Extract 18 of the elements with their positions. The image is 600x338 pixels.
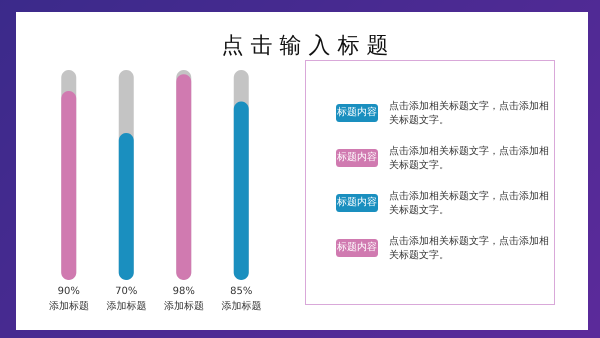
x-tick-label: 添加标题 xyxy=(164,300,204,312)
chart-title: 点 击 输 入 标 题 xyxy=(222,34,388,58)
category-label: 标题内容 xyxy=(336,194,378,212)
category-label: 标题内容 xyxy=(336,104,378,122)
x-tick-label: 添加标题 xyxy=(106,300,146,312)
text: 点击添加相关标题文字，点击添加相关标题文字。 xyxy=(389,235,550,263)
category-label: 标题内容 xyxy=(336,239,378,257)
data-label: 98% xyxy=(172,286,195,297)
text: 点击添加相关标题文字，点击添加相关标题文字。 xyxy=(389,145,550,173)
category-label: 标题内容 xyxy=(336,149,378,167)
data-label: 70% xyxy=(115,286,138,297)
x-tick-label: 添加标题 xyxy=(48,300,89,312)
bar xyxy=(176,74,192,280)
text: 点击添加相关标题文字，点击添加相关标题文字。 xyxy=(389,190,550,218)
data-label: 90% xyxy=(58,286,80,297)
data-label: 85% xyxy=(230,286,252,297)
x-tick-label: 添加标题 xyxy=(221,300,262,312)
text: 点击添加相关标题文字，点击添加相关标题文字。 xyxy=(389,100,550,128)
